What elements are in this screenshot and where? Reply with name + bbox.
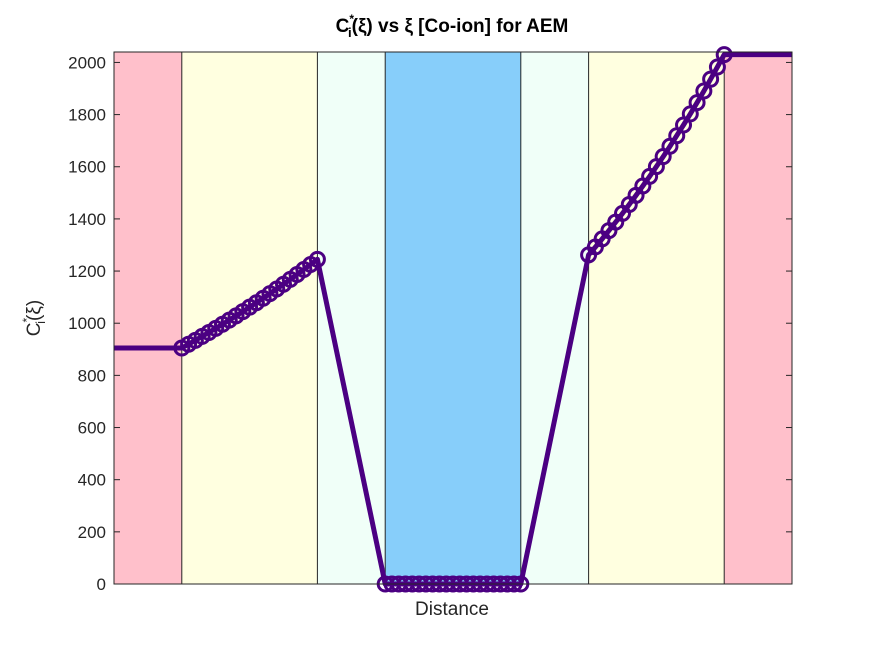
y-tick-label: 200	[78, 523, 106, 542]
chart-title-sup: *	[349, 12, 354, 26]
y-axis-label-sup: *	[20, 318, 34, 323]
y-tick-label: 600	[78, 419, 106, 438]
x-axis-label: Distance	[415, 599, 489, 620]
y-tick-label: 400	[78, 471, 106, 490]
y-tick-label: 1800	[68, 106, 106, 125]
y-tick-label: 2000	[68, 53, 106, 72]
region-7	[724, 52, 792, 584]
y-tick-label: 1400	[68, 210, 106, 229]
y-axis-label-sub: i	[33, 321, 48, 324]
region-4	[385, 52, 521, 584]
y-tick-label: 1200	[68, 262, 106, 281]
background-regions	[114, 52, 792, 584]
y-axis-label: C*i(ξ)	[20, 300, 48, 336]
chart-title-sub: i	[348, 25, 352, 40]
y-tick-label: 800	[78, 366, 106, 385]
chart-title-part1: C	[336, 16, 350, 37]
y-axis-label-part1: C	[24, 323, 45, 337]
region-6	[588, 52, 725, 584]
region-1	[114, 52, 182, 584]
y-axis-ticks: 0 200 400 600 800 1000 1200 1400 1600 1800 2000	[68, 53, 792, 594]
data-point	[702, 70, 720, 88]
plot-area-border	[113, 51, 793, 585]
y-tick-label: 1600	[68, 158, 106, 177]
chart-title: C* i(ξ) vs ξ [Co-ion] for AEM	[336, 12, 569, 40]
y-axis-label-part2: (ξ)	[24, 300, 45, 321]
data-point	[715, 46, 733, 64]
data-point	[708, 58, 726, 76]
y-tick-label: 0	[97, 575, 106, 594]
region-2	[181, 52, 318, 584]
y-tick-label: 1000	[68, 314, 106, 333]
chart-title-part2: (ξ) vs ξ [Co-ion] for AEM	[352, 16, 569, 37]
data-point	[308, 250, 326, 268]
region-5	[520, 52, 589, 584]
